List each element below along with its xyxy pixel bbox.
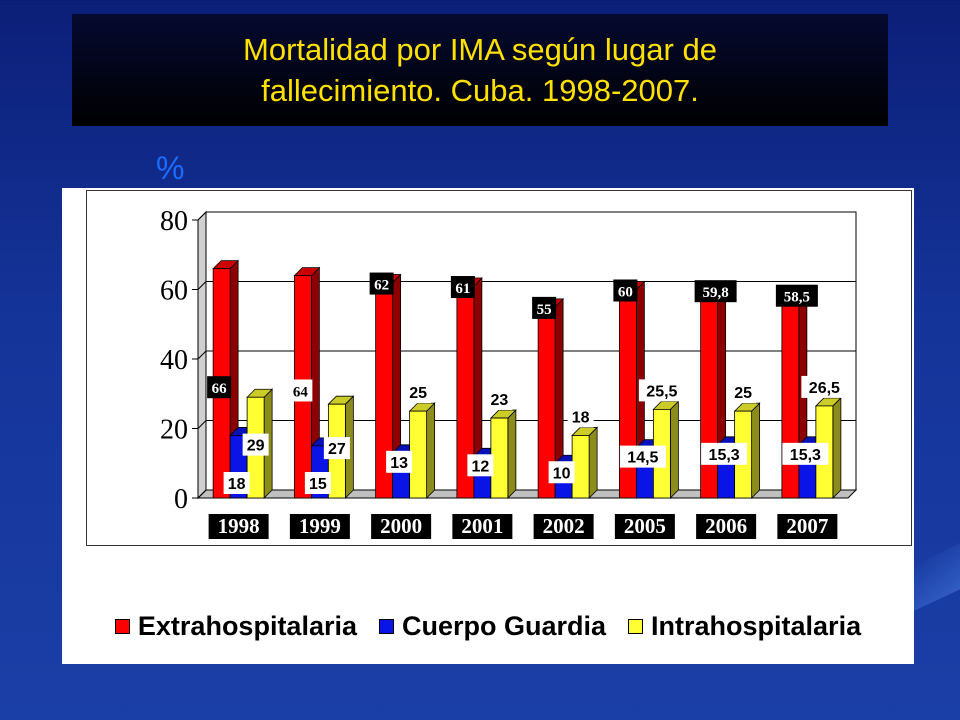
data-label: 25 <box>409 385 427 402</box>
data-label-bg <box>782 442 829 465</box>
data-label: 25,5 <box>646 383 677 400</box>
data-label: 64 <box>293 384 309 400</box>
data-label: 15,3 <box>790 447 821 464</box>
title-box: Mortalidad por IMA según lugar de fallec… <box>72 14 888 126</box>
legend-label: Intrahospitalaria <box>651 610 862 641</box>
legend-swatch-blue <box>379 618 394 634</box>
data-label-bg <box>386 450 413 473</box>
data-label-bg <box>694 280 737 303</box>
bar-side <box>669 400 679 499</box>
data-label-bg <box>567 405 594 428</box>
slide-title-line-1: Mortalidad por IMA según lugar de <box>243 32 717 67</box>
data-label-bg <box>613 279 638 302</box>
data-label-bg <box>242 433 269 456</box>
data-label-bg <box>619 445 666 468</box>
data-label: 55 <box>537 302 552 318</box>
data-label: 59,8 <box>703 285 729 301</box>
data-label-bg <box>532 296 557 319</box>
legend-swatch-yellow <box>628 618 644 634</box>
data-label: 60 <box>618 285 633 301</box>
bar <box>409 410 428 499</box>
bar <box>700 289 719 499</box>
data-label-bg <box>369 272 394 295</box>
data-label-bg <box>405 381 432 404</box>
data-label: 29 <box>247 438 265 455</box>
data-label: 13 <box>390 455 408 472</box>
decorative-swoosh <box>910 543 960 613</box>
data-label-bg <box>548 461 575 484</box>
data-label-bg <box>638 379 685 402</box>
category-label-bg <box>533 514 594 539</box>
y-tick-label: 20 <box>160 415 188 446</box>
y-tick-label: 60 <box>160 276 188 307</box>
bar-side <box>751 402 761 499</box>
data-label-bg <box>467 454 494 477</box>
data-label: 18 <box>228 476 246 493</box>
y-tick-label: 40 <box>160 345 188 376</box>
data-label-bg <box>486 388 513 411</box>
category-label-bg <box>208 514 269 539</box>
data-label: 62 <box>374 278 389 294</box>
x-category-label: 2001 <box>461 514 503 538</box>
data-label: 15 <box>309 476 327 493</box>
data-label-bg <box>304 472 331 494</box>
data-label-bg <box>207 376 232 399</box>
x-category-label: 2000 <box>380 514 422 538</box>
legend-item-intrahospitalaria: Intrahospitalaria <box>628 611 861 642</box>
data-label: 12 <box>471 458 489 475</box>
legend-item-cuerpo-guardia: Cuerpo Guardia <box>379 611 606 642</box>
data-label: 25 <box>734 385 752 402</box>
bar-side <box>507 409 517 499</box>
legend-swatch-red <box>114 618 130 634</box>
category-label-bg <box>614 514 675 539</box>
bar-side <box>426 402 436 499</box>
data-label: 18 <box>572 409 590 426</box>
category-label-bg <box>696 514 757 539</box>
category-label-bg <box>452 514 513 539</box>
bar <box>490 417 509 499</box>
data-label: 14,5 <box>627 450 658 467</box>
legend: Extrahospitalaria Cuerpo Guardia Intraho… <box>90 596 886 656</box>
data-label-bg <box>730 381 757 404</box>
x-category-label: 2006 <box>705 514 747 538</box>
data-label: 26,5 <box>809 380 840 397</box>
x-category-label: 2007 <box>786 514 828 538</box>
x-category-label: 2005 <box>624 514 666 538</box>
gridline <box>197 211 856 221</box>
y-axis-unit-label: % <box>156 150 185 186</box>
slide-title-line-2: fallecimiento. Cuba. 1998-2007. <box>261 73 699 108</box>
data-label-bg <box>701 442 748 465</box>
data-label: 27 <box>328 441 346 458</box>
data-label: 66 <box>212 381 228 397</box>
bar <box>571 435 590 499</box>
data-label-bg <box>801 375 848 398</box>
x-category-label: 1998 <box>218 514 260 538</box>
data-label: 58,5 <box>784 290 810 306</box>
data-label: 61 <box>455 281 470 297</box>
category-label-bg <box>371 514 432 539</box>
data-label-bg <box>323 437 350 460</box>
chart-panel: 0 20 40 60 80 66 18 29 1998 64 15 27 1999 62 13 25 2000 6… <box>62 188 914 664</box>
x-category-label: 2002 <box>543 514 585 538</box>
y-tick-label: 80 <box>160 206 188 237</box>
legend-item-extrahospitalaria: Extrahospitalaria <box>114 610 357 642</box>
legend-label: Extrahospitalaria <box>137 610 357 641</box>
data-label: 23 <box>490 392 508 409</box>
bar-side <box>588 426 598 499</box>
data-label: 15,3 <box>709 447 740 464</box>
chart-frame <box>86 190 912 546</box>
bar-side <box>832 396 842 499</box>
data-label-bg <box>223 472 250 494</box>
bar-chart: 0 20 40 60 80 66 18 29 1998 64 15 27 1999 62 13 25 2000 6… <box>160 206 858 539</box>
category-label-bg <box>777 514 838 539</box>
data-label: 10 <box>553 465 571 482</box>
category-label-bg <box>289 514 350 539</box>
data-label-bg <box>288 379 313 402</box>
y-tick-label: 0 <box>174 484 188 515</box>
bar <box>781 294 800 499</box>
data-label-bg <box>450 276 475 299</box>
x-category-label: 1999 <box>299 514 341 538</box>
data-label-bg <box>775 284 818 307</box>
legend-label: Cuerpo Guardia <box>402 610 607 641</box>
